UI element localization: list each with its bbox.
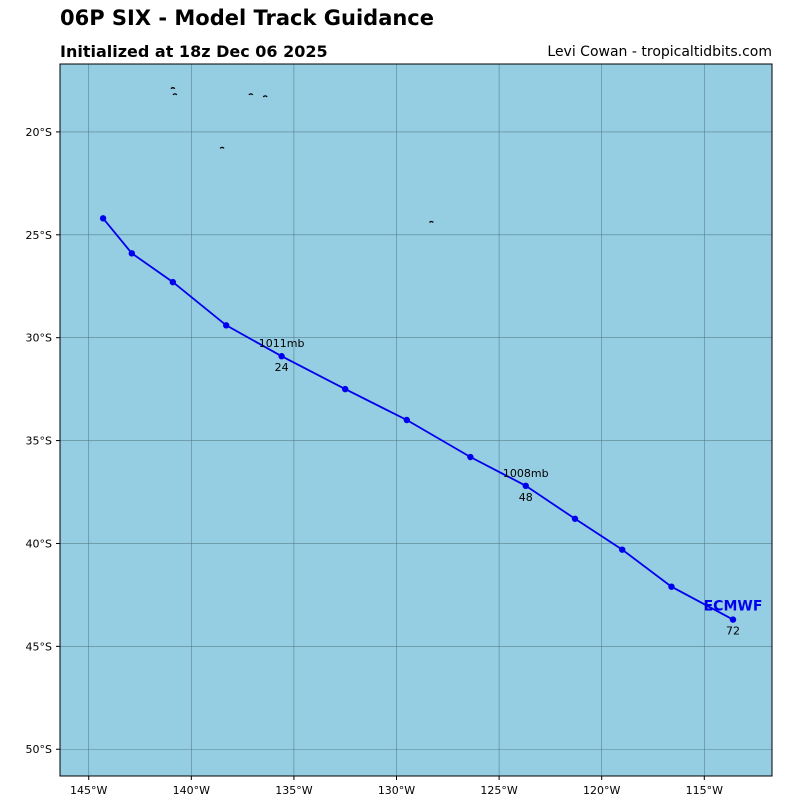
gridlines: [60, 64, 772, 776]
credit-label: Levi Cowan - tropicaltidbits.com: [547, 44, 772, 60]
island-mark: [170, 87, 176, 90]
tick-label-lon: 135°W: [275, 784, 312, 797]
tick-label-lon: 145°W: [70, 784, 107, 797]
tick-label-lat: 40°S: [26, 537, 52, 550]
track-point: [729, 616, 737, 623]
ocean-background: [60, 64, 772, 776]
track-point: [522, 482, 529, 490]
island-mark: [428, 220, 434, 223]
tick-label-lat: 50°S: [26, 743, 52, 756]
track-point: [342, 385, 349, 393]
track-point: [619, 546, 626, 553]
tick-label-lon: 120°W: [583, 784, 620, 797]
island-mark: [262, 95, 268, 98]
track-point: [467, 453, 474, 461]
forecast-hour-label: 48: [519, 491, 533, 504]
axis-ticks: 145°W 140°W 135°W 130°W 125°W 120°W 115°W 20°S 2…: [26, 126, 724, 797]
forecast-hour-label: 24: [275, 361, 289, 374]
model-name-label: ECMWF: [704, 599, 763, 615]
track-point: [571, 515, 579, 522]
figure-title: 06P SIX - Model Track Guidance: [60, 6, 435, 30]
initialization-subtitle: Initialized at 18z Dec 06 2025: [60, 42, 328, 61]
tick-label-lon: 115°W: [686, 784, 723, 797]
tick-label-lon: 125°W: [480, 784, 517, 797]
map-frame: [59, 63, 773, 777]
islands: [170, 87, 434, 223]
tick-label-lat: 45°S: [26, 640, 52, 653]
tick-label-lon: 130°W: [378, 784, 415, 797]
forecast-hour-label: 72: [726, 625, 740, 638]
island-mark: [172, 93, 178, 96]
track-point: [99, 215, 107, 222]
tick-label-lon: 140°W: [173, 784, 210, 797]
island-mark: [219, 146, 225, 149]
island-mark: [248, 93, 254, 96]
track-point: [169, 278, 177, 286]
track-point: [223, 322, 230, 329]
tick-label-lat: 30°S: [26, 332, 52, 345]
pressure-label: 1008mb: [503, 467, 549, 480]
track-point: [128, 250, 136, 257]
pressure-label: 1011mb: [259, 337, 305, 350]
track-point: [278, 353, 285, 360]
track-point: [403, 416, 410, 424]
track-point: [668, 583, 675, 590]
model-tracks: 1011mb 24 1008mb 48 72 ECMWF: [99, 215, 763, 638]
tick-label-lat: 20°S: [26, 126, 52, 139]
tick-label-lat: 35°S: [26, 435, 52, 448]
tick-label-lat: 25°S: [26, 229, 52, 242]
